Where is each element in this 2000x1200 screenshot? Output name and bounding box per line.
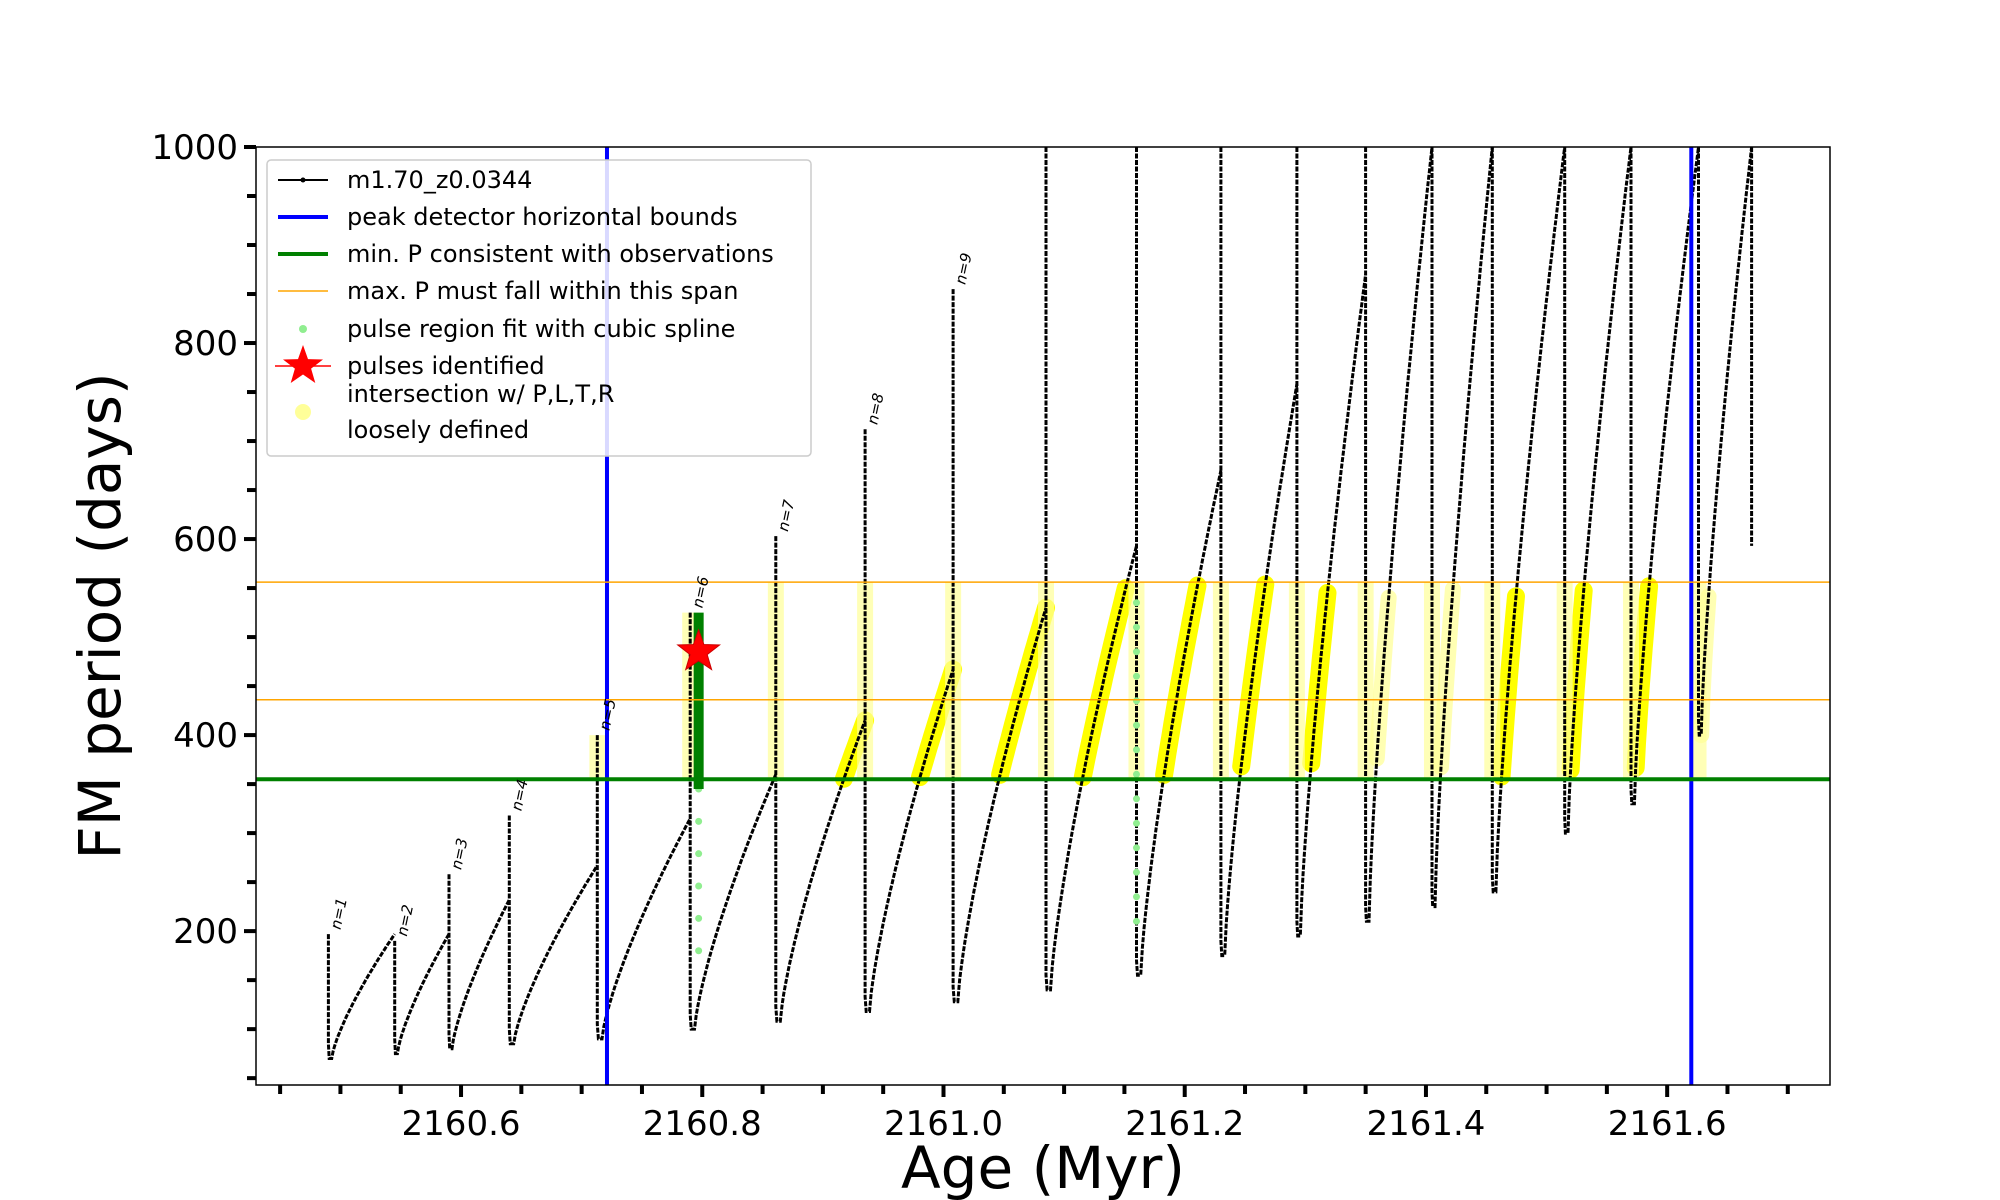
series-cycle-13 (1295, 147, 1368, 938)
series-cycle-2 (393, 933, 451, 1056)
spline-dot (1132, 868, 1140, 876)
series-cycle-6 (688, 612, 778, 1031)
legend-label-line2: loosely defined (347, 416, 529, 444)
legend-swatch-marker (300, 177, 306, 183)
x-axis-label: Age (Myr) (901, 1134, 1185, 1200)
legend-item-6: pulses identified (275, 345, 545, 383)
series-cycle-17 (1563, 147, 1633, 835)
y-tick-label: 600 (173, 520, 238, 560)
legend-label: min. P consistent with observations (347, 240, 774, 268)
x-tick-label: 2161.6 (1608, 1104, 1727, 1144)
y-axis-label: FM period (days) (66, 372, 134, 859)
y-tick-label: 400 (173, 716, 238, 756)
legend-label: peak detector horizontal bounds (347, 203, 738, 231)
y-tick-label: 200 (173, 912, 238, 952)
spline-dot (1132, 795, 1140, 803)
legend-swatch (299, 325, 307, 333)
y-tick-label: 800 (173, 324, 238, 364)
series-cycle-15 (1430, 147, 1494, 909)
x-tick-label: 2160.6 (402, 1104, 521, 1144)
spline-dot (1132, 893, 1140, 901)
spline-dot (1132, 672, 1140, 680)
series-cycle-12 (1219, 147, 1299, 958)
plot-frame (255, 146, 1831, 1086)
spline-dot (695, 914, 703, 922)
y-tick-label: 1000 (151, 128, 238, 168)
legend-item-4: max. P must fall within this span (278, 277, 738, 305)
series-cycle-8 (863, 429, 955, 1013)
spline-dot (1132, 917, 1140, 925)
series-cycle-10 (1044, 147, 1138, 992)
series-cycle-7 (774, 536, 867, 1023)
spline-dot (1132, 770, 1140, 778)
spline-dot (1132, 721, 1140, 729)
legend-box (266, 159, 812, 457)
x-tick-label: 2160.8 (643, 1104, 762, 1144)
x-tick-label: 2161.2 (1125, 1104, 1244, 1144)
x-tick-label: 2161.4 (1366, 1104, 1485, 1144)
series-cycle-19 (1697, 147, 1754, 737)
spline-dot (695, 817, 703, 825)
spline-dot (1132, 844, 1140, 852)
legend-item-5: pulse region fit with cubic spline (299, 315, 735, 343)
series-cycle-18 (1629, 147, 1700, 806)
legend-swatch (283, 345, 323, 383)
legend-label: pulse region fit with cubic spline (347, 315, 735, 343)
spline-dot (1132, 746, 1140, 754)
spline-dot (1132, 819, 1140, 827)
spline-dot (695, 850, 703, 858)
spline-dot (1132, 623, 1140, 631)
legend-swatch (295, 404, 311, 420)
series-cycle-14 (1364, 147, 1434, 923)
legend-item-1: m1.70_z0.0344 (278, 166, 532, 194)
legend-item-2: peak detector horizontal bounds (278, 203, 738, 231)
x-tick-label: 2161.0 (884, 1104, 1003, 1144)
series-cycle-5 (595, 735, 692, 1041)
spline-dot (1132, 648, 1140, 656)
spline-dot (1132, 697, 1140, 705)
legend-item-7: intersection w/ P,L,T,R loosely defined (295, 380, 614, 444)
spline-dot (695, 882, 703, 890)
legend-label: max. P must fall within this span (347, 277, 738, 305)
series-cycle-1 (326, 933, 396, 1060)
legend-label: intersection w/ P,L,T,R (347, 380, 614, 408)
spline-dot (695, 947, 703, 955)
series-cycle-16 (1490, 147, 1567, 894)
series-cycle-3 (447, 874, 511, 1051)
pulse-identified-star (676, 628, 722, 671)
series-cycle-4 (507, 815, 599, 1046)
legend-item-3: min. P consistent with observations (278, 240, 774, 268)
legend-label: pulses identified (347, 352, 545, 380)
legend-label: m1.70_z0.0344 (347, 166, 532, 194)
series-cycle-11 (1135, 147, 1223, 977)
spline-dot (1132, 599, 1140, 607)
